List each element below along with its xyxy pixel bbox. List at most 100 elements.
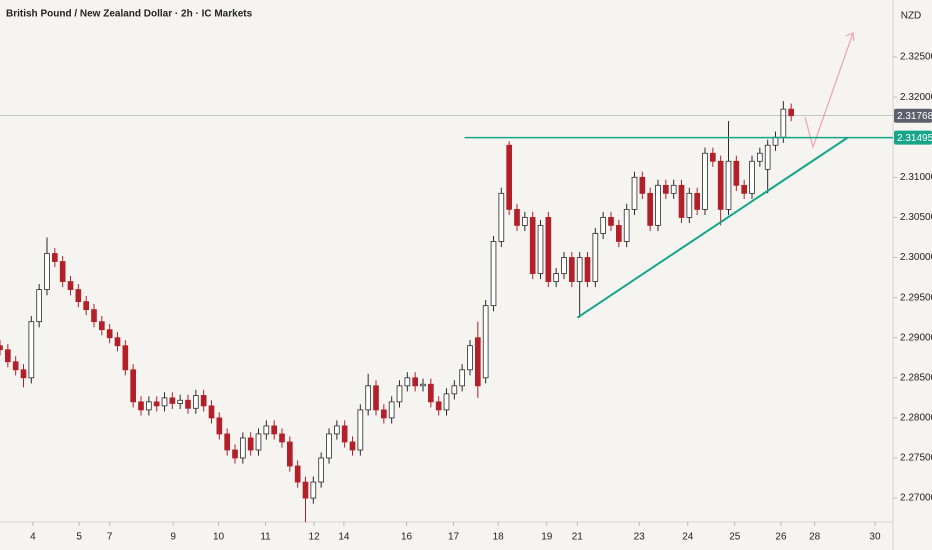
candle-body xyxy=(780,108,787,138)
candle-body xyxy=(130,369,136,403)
candle-body xyxy=(91,309,97,323)
candle-body xyxy=(561,257,567,274)
x-tick-label: 7 xyxy=(107,532,113,543)
candle-body xyxy=(334,425,340,435)
candle-body xyxy=(522,217,528,226)
candle-body xyxy=(459,369,465,387)
candle-body xyxy=(764,144,771,170)
x-tick-label: 17 xyxy=(448,532,460,543)
candle-body xyxy=(20,369,27,379)
candle-body xyxy=(616,225,622,242)
candle-body xyxy=(287,441,293,467)
candle-body xyxy=(193,395,199,409)
candle-body xyxy=(584,257,591,282)
candle-body xyxy=(67,281,74,290)
x-tick-label: 24 xyxy=(682,532,694,543)
y-tick-label: 2.27000 xyxy=(900,493,932,504)
candle-body xyxy=(396,385,403,403)
candle-body xyxy=(788,108,794,117)
candle-body xyxy=(608,217,614,226)
projection-arrow xyxy=(804,32,855,150)
y-tick-label: 2.28000 xyxy=(900,413,932,424)
candle-body xyxy=(694,192,700,210)
candle-body xyxy=(569,257,575,282)
candle-body xyxy=(122,345,129,371)
candle-body xyxy=(59,261,66,282)
candle-body xyxy=(451,385,458,395)
candle-body xyxy=(412,377,418,387)
x-tick-label: 19 xyxy=(541,532,553,543)
candle-body xyxy=(208,405,215,419)
candle-body xyxy=(153,401,160,407)
candle-body xyxy=(83,301,89,311)
candle-body xyxy=(482,305,489,379)
candle-body xyxy=(388,401,395,419)
candle-body xyxy=(537,225,544,274)
x-tick-label: 16 xyxy=(401,532,413,543)
y-tick-label: 2.29000 xyxy=(900,332,932,343)
candle-body xyxy=(725,160,732,210)
candle-body xyxy=(443,393,450,411)
candle-body xyxy=(5,349,11,363)
y-tick-label: 2.30000 xyxy=(900,252,932,263)
candle-body xyxy=(655,184,661,226)
arrow-head xyxy=(845,32,855,42)
candle-body xyxy=(263,425,270,435)
x-tick-label: 23 xyxy=(634,532,646,543)
candle-body xyxy=(247,437,254,451)
candle-body xyxy=(592,233,599,282)
candle-body xyxy=(185,399,191,409)
y-tick-label: 2.30500 xyxy=(900,212,932,223)
y-tick-label: 2.32000 xyxy=(900,92,932,103)
candle-body xyxy=(490,241,497,307)
x-tick-label: 4 xyxy=(30,532,36,543)
candle-body xyxy=(318,457,324,483)
candle-body xyxy=(200,395,207,407)
candle-body xyxy=(631,176,638,210)
candle-body xyxy=(435,401,442,411)
candle-body xyxy=(428,383,434,403)
candle-body xyxy=(741,184,747,194)
x-tick-label: 10 xyxy=(213,532,225,543)
candle-body xyxy=(623,208,630,242)
candle-body xyxy=(639,176,646,194)
candle-body xyxy=(467,345,473,371)
candle-body xyxy=(373,385,379,411)
candle-body xyxy=(733,160,740,186)
candle-body xyxy=(404,377,411,387)
trendline xyxy=(576,136,849,319)
candle-body xyxy=(545,217,552,282)
candle-body xyxy=(670,184,677,194)
currency-label: NZD xyxy=(901,11,922,22)
candle-body xyxy=(271,425,277,435)
candle-body xyxy=(255,433,262,451)
projection-path xyxy=(804,32,854,150)
candle-body xyxy=(514,208,520,226)
candle-body xyxy=(99,321,105,331)
candle-body xyxy=(114,337,121,347)
candle-body xyxy=(772,136,779,146)
candle-body xyxy=(138,401,144,411)
candle-body xyxy=(341,425,348,443)
x-tick-label: 26 xyxy=(775,532,787,543)
y-tick-label: 2.31000 xyxy=(900,172,932,183)
candle-body xyxy=(717,160,724,210)
candle-body xyxy=(216,417,223,435)
candle-body xyxy=(146,401,152,411)
price-label: 2.31768 xyxy=(897,111,932,122)
y-tick-label: 2.32500 xyxy=(900,52,932,63)
candle-body xyxy=(357,409,364,451)
candle-body xyxy=(600,217,606,234)
candle-body xyxy=(232,449,238,459)
candle-body xyxy=(749,160,755,194)
candle-body xyxy=(420,383,426,387)
x-tick-label: 9 xyxy=(170,532,176,543)
candle-body xyxy=(302,481,309,499)
candle-body xyxy=(475,337,481,387)
candle-body xyxy=(381,409,387,419)
candle-body xyxy=(365,385,371,411)
candle-body xyxy=(678,184,685,218)
